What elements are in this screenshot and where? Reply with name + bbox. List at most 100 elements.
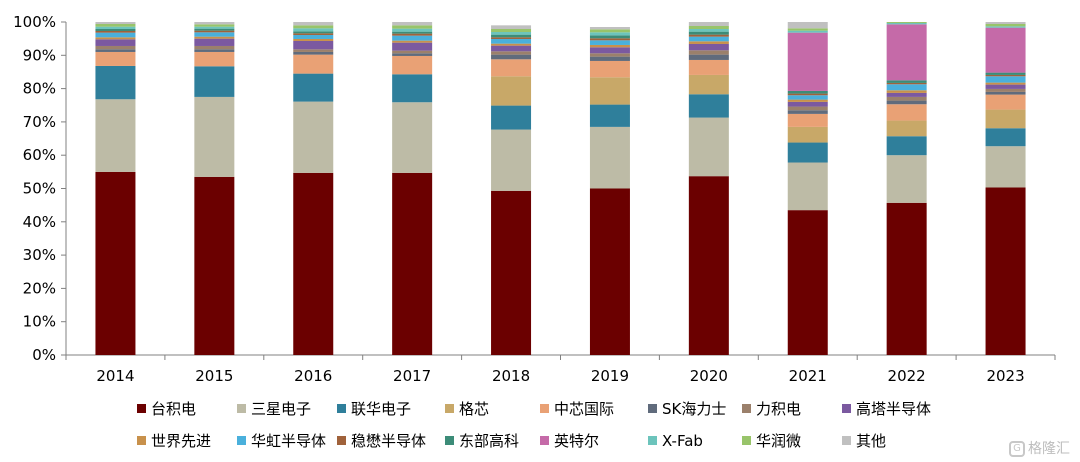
- bar-segment: [688, 34, 729, 37]
- bar-segment: [688, 25, 729, 29]
- bar-segment: [491, 37, 532, 39]
- bar-segment: [392, 172, 433, 355]
- bar-segment: [985, 187, 1026, 355]
- bar-segment: [491, 34, 532, 38]
- bar-segment: [787, 106, 828, 111]
- bar-series-group: [95, 22, 1026, 355]
- legend-swatch: [742, 404, 751, 413]
- legend-swatch: [540, 404, 549, 413]
- x-tick-label: 2016: [294, 367, 332, 385]
- x-axis: 2014 2015 2016 2017 2018 2019 2020 2021 2022 2023: [65, 354, 1056, 385]
- bar-segment: [293, 51, 334, 55]
- bar-segment: [293, 40, 334, 50]
- legend-label: X-Fab: [662, 432, 703, 450]
- bar-segment: [985, 74, 1026, 77]
- bar-segment: [985, 82, 1026, 85]
- legend-label: 高塔半导体: [856, 400, 931, 418]
- bar-segment: [589, 56, 630, 61]
- bar-segment: [293, 31, 334, 34]
- bar-segment: [688, 22, 729, 26]
- watermark-text: 格隆汇: [1028, 441, 1070, 457]
- bar-segment: [491, 43, 532, 46]
- bar-segment: [787, 30, 828, 33]
- bar-segment: [985, 88, 1026, 92]
- bar-segment: [95, 23, 136, 27]
- bar-segment: [688, 94, 729, 118]
- bar-segment: [787, 99, 828, 102]
- bar-segment: [886, 82, 927, 85]
- y-axis: 0% 10% 20% 30% 40% 50% 60% 70% 80% 90% 100%: [13, 13, 67, 364]
- bar-segment: [194, 49, 235, 52]
- bar-segment: [95, 28, 136, 31]
- bar-segment: [95, 45, 136, 50]
- legend-label: 台积电: [151, 400, 196, 418]
- bar-segment: [194, 51, 235, 67]
- bar-segment: [688, 31, 729, 35]
- x-tick-label: 2020: [690, 367, 728, 385]
- bar-segment: [787, 101, 828, 107]
- watermark: G 格隆汇: [1009, 438, 1070, 458]
- bar-segment: [95, 32, 136, 38]
- bar-segment: [589, 40, 630, 45]
- bar-segment: [589, 47, 630, 54]
- legend-label: SK海力士: [662, 400, 726, 418]
- bar-segment: [688, 50, 729, 55]
- bar-segment: [985, 26, 1026, 28]
- y-tick-label: 40%: [23, 213, 56, 231]
- bar-segment: [886, 100, 927, 105]
- y-tick-label: 90%: [23, 46, 56, 64]
- bar-segment: [491, 105, 532, 130]
- x-tick-label: 2018: [492, 367, 530, 385]
- y-tick-label: 80%: [23, 80, 56, 98]
- bar-segment: [491, 31, 532, 35]
- bar-segment: [985, 27, 1026, 73]
- bar-segment: [985, 72, 1026, 75]
- bar-segment: [392, 22, 433, 26]
- bar-segment: [491, 190, 532, 355]
- bar-segment: [491, 76, 532, 106]
- legend-swatch: [445, 436, 454, 445]
- bar-segment: [787, 28, 828, 31]
- legend-label: 东部高科: [459, 432, 519, 450]
- bar-segment: [194, 36, 235, 39]
- bar-segment: [194, 45, 235, 50]
- legend-swatch: [648, 436, 657, 445]
- legend-label: 其他: [856, 432, 886, 450]
- legend-swatch: [137, 404, 146, 413]
- bar-segment: [293, 22, 334, 26]
- bar-segment: [293, 172, 334, 355]
- legend-label: 中芯国际: [554, 400, 614, 418]
- legend-swatch: [337, 404, 346, 413]
- bar-segment: [787, 126, 828, 143]
- legend-swatch: [237, 436, 246, 445]
- bar-segment: [293, 49, 334, 52]
- bar-segment: [95, 30, 136, 33]
- bar-segment: [491, 59, 532, 77]
- bar-segment: [491, 129, 532, 191]
- bar-segment: [985, 22, 1026, 24]
- bar-segment: [787, 95, 828, 100]
- bar-segment: [589, 44, 630, 48]
- legend-label: 华虹半导体: [251, 432, 326, 450]
- bar-segment: [293, 101, 334, 173]
- bar-segment: [589, 77, 630, 105]
- bar-segment: [491, 25, 532, 29]
- bar-segment: [293, 38, 334, 41]
- legend-swatch: [648, 404, 657, 413]
- bar-segment: [985, 76, 1026, 83]
- legend-label: 联华电子: [351, 400, 411, 418]
- bar-segment: [392, 35, 433, 41]
- bar-segment: [589, 126, 630, 189]
- bar-segment: [293, 73, 334, 102]
- legend-swatch: [842, 436, 851, 445]
- legend-label: 力积电: [756, 400, 801, 418]
- legend-label: 华润微: [756, 432, 801, 450]
- bar-segment: [985, 94, 1026, 110]
- legend-swatch: [337, 436, 346, 445]
- bar-segment: [293, 28, 334, 32]
- bar-segment: [589, 60, 630, 78]
- bar-segment: [886, 24, 927, 81]
- bar-segment: [392, 25, 433, 29]
- bar-segment: [688, 117, 729, 177]
